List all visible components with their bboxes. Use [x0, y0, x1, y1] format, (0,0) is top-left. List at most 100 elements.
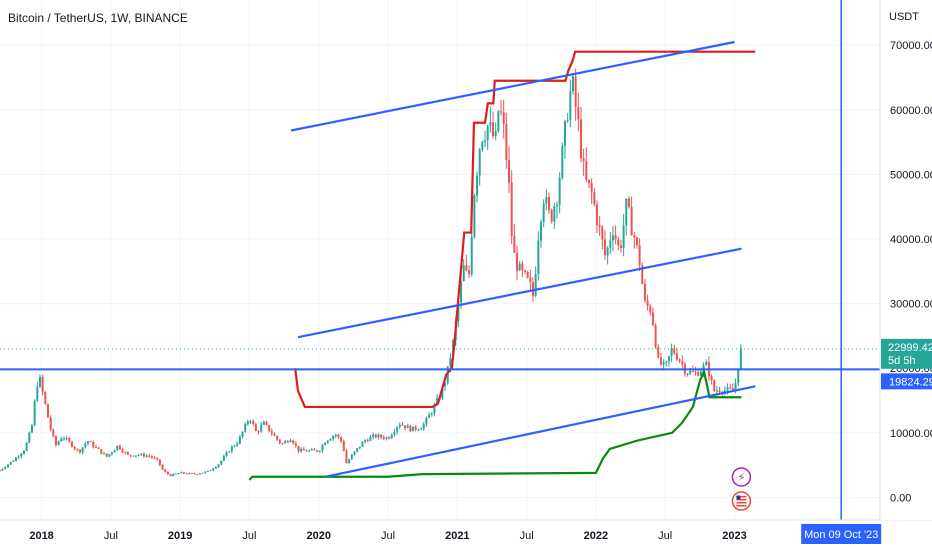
candle [332, 435, 335, 439]
last-price-value: 22999.42 [888, 342, 932, 354]
candle [289, 440, 292, 443]
lightning-icon[interactable]: ⚡ [731, 467, 752, 487]
price-tick-label: 30000.00 [890, 299, 932, 311]
candle [638, 244, 641, 266]
green-channel-line [248, 367, 742, 481]
candle [633, 235, 636, 238]
time-tick-label: 2021 [445, 530, 469, 542]
candle [462, 265, 465, 281]
candle [220, 460, 223, 465]
candle [44, 391, 47, 404]
trend-line-2[interactable] [297, 247, 742, 339]
candle [334, 434, 337, 436]
candle [68, 438, 71, 442]
currency-label: USDT [889, 11, 919, 23]
candle [516, 252, 519, 271]
candle [537, 240, 540, 274]
candle [310, 449, 313, 451]
candle [196, 474, 199, 476]
candle [548, 197, 551, 211]
candle [318, 450, 321, 452]
candle [673, 348, 676, 354]
candle [585, 161, 588, 180]
candle [433, 404, 436, 414]
candle [518, 263, 521, 271]
candle [486, 125, 489, 141]
candle [457, 302, 460, 321]
candle [222, 456, 225, 461]
candle [156, 458, 159, 460]
candle [460, 280, 463, 303]
symbol-title[interactable]: Bitcoin / TetherUS, 1W, BINANCE [8, 11, 188, 25]
candle [686, 373, 689, 375]
price-axis[interactable] [881, 0, 932, 520]
candle [233, 445, 236, 447]
lightning-icon-ring [731, 467, 752, 487]
trend-line-1[interactable] [290, 40, 735, 132]
candle [348, 459, 351, 464]
candle [412, 426, 415, 432]
candle [174, 473, 177, 475]
time-tick-label: 2020 [306, 530, 330, 542]
trend-line-3[interactable] [325, 385, 756, 478]
candle [206, 470, 209, 472]
candle [603, 239, 606, 256]
candle [49, 417, 52, 430]
candle [300, 448, 303, 452]
candle [691, 370, 694, 372]
candle [209, 470, 212, 472]
candle [100, 449, 103, 454]
candle [489, 122, 492, 126]
candle [657, 347, 660, 358]
candle [164, 469, 167, 473]
candle [78, 449, 81, 453]
candle [105, 453, 108, 457]
candle [158, 459, 161, 465]
candle [30, 425, 33, 433]
candle [113, 450, 116, 453]
candle [166, 472, 169, 475]
price-tick-label: 0.00 [890, 492, 911, 504]
date-marker-tag[interactable] [801, 524, 882, 544]
candle [329, 438, 332, 441]
candle [190, 473, 193, 475]
candle [729, 387, 732, 389]
candle [4, 467, 7, 469]
countdown-label: 5d 5h [888, 355, 916, 367]
candle [601, 226, 604, 240]
candle [646, 300, 649, 307]
candle [502, 112, 505, 124]
grid [0, 0, 880, 520]
candle [273, 433, 276, 436]
level-price-tag[interactable] [881, 373, 932, 390]
candle [252, 421, 255, 425]
candle [643, 283, 646, 301]
candle [436, 398, 439, 405]
time-axis[interactable] [0, 521, 880, 550]
candle [204, 471, 207, 473]
candle [321, 445, 324, 451]
candle [393, 431, 396, 435]
candle [22, 450, 25, 454]
candle [481, 141, 484, 150]
candle [265, 421, 268, 425]
candle [545, 197, 548, 204]
candle [182, 472, 185, 474]
candle [737, 368, 740, 384]
candle [358, 446, 361, 449]
candle [641, 265, 644, 284]
price-tick-label: 10000.00 [890, 428, 932, 440]
candle [651, 312, 654, 325]
candle [28, 432, 31, 443]
last-price-tag[interactable] [881, 338, 932, 369]
candle [33, 400, 36, 426]
candle [649, 306, 652, 313]
candle [6, 464, 9, 468]
candle [60, 438, 63, 442]
candle [558, 177, 561, 205]
candle [0, 470, 1, 472]
us-flag-icon[interactable] [731, 491, 752, 511]
candle [430, 413, 433, 415]
